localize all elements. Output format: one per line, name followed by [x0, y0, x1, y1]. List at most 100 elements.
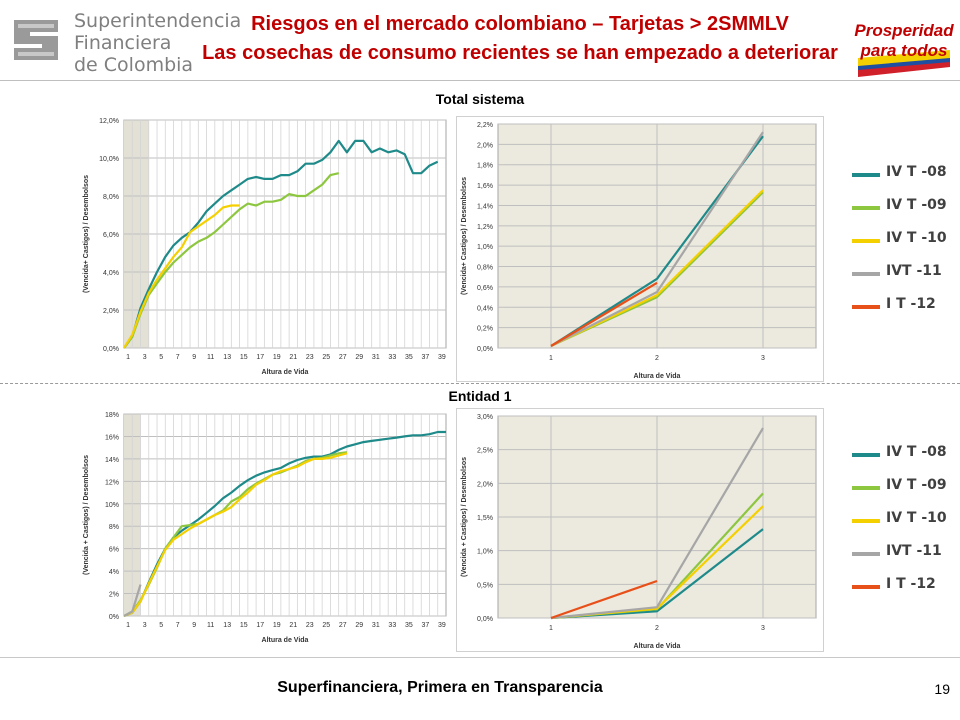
y-axis-label: (Vencida+ Castigos) / Desembolsos [83, 175, 90, 293]
chart-entidad-long: 0%2%4%6%8%10%12%14%16%18%1 3 5 7 9 11 13 15 17 19… [83, 412, 447, 644]
y-tick-label: 2% [109, 592, 119, 599]
section-title-entidad: Entidad 1 [448, 388, 512, 404]
prosperidad-line-2: para todos [860, 41, 948, 60]
y-tick-label: 0% [109, 614, 119, 621]
y-tick-label: 4,0% [103, 270, 119, 277]
x-tick-label: 9 [192, 354, 196, 361]
legend-swatch [852, 206, 880, 210]
y-tick-label: 0,0% [103, 346, 119, 353]
footer-text: Superfinanciera, Primera en Transparenci… [277, 679, 603, 696]
legend-bottom: IV T -08 IV T -09 IV T -10 IVT -11 I T -12 [852, 444, 956, 604]
x-tick-label: 27 [339, 622, 347, 629]
series-line-iv-t-08 [123, 430, 446, 618]
footer-rule [0, 657, 960, 658]
x-tick-label: 21 [289, 622, 297, 629]
legend-swatch [852, 239, 880, 243]
y-tick-label: 1,4% [477, 203, 493, 210]
series-line-ivt-11 [550, 427, 764, 620]
y-tick-label: 0,8% [477, 265, 493, 272]
logo-line-1: Superintendencia [74, 10, 242, 32]
legend-label: IV T -09 [886, 197, 947, 213]
superintendencia-logo: Superintendencia Financiera de Colombia [8, 8, 241, 76]
x-tick-label: 15 [240, 622, 248, 629]
x-tick-label: 1 [549, 625, 553, 632]
y-tick-label: 12% [105, 479, 119, 486]
x-tick-label: 3 [761, 625, 765, 632]
slide-title-line-2: Las cosechas de consumo recientes se han… [202, 42, 838, 64]
y-tick-label: 10% [105, 502, 119, 509]
x-tick-label: 5 [159, 354, 163, 361]
y-tick-label: 10,0% [99, 156, 119, 163]
x-tick-label: 23 [306, 622, 314, 629]
y-tick-label: 0,2% [477, 326, 493, 333]
x-tick-label: 35 [405, 622, 413, 629]
x-tick-label: 17 [256, 354, 264, 361]
y-tick-label: 1,8% [477, 163, 493, 170]
legend-swatch [852, 486, 880, 490]
series-line-iv-t-09 [123, 172, 339, 349]
x-tick-label: 17 [256, 622, 264, 629]
y-tick-label: 1,0% [477, 549, 493, 556]
x-tick-label: 19 [273, 622, 281, 629]
y-tick-label: 14% [105, 457, 119, 464]
x-tick-label: 11 [207, 354, 214, 361]
x-axis-label: Altura de Vida [262, 369, 309, 376]
y-tick-label: 18% [105, 412, 119, 419]
x-tick-label: 1 [126, 354, 130, 361]
x-axis-label: Altura de Vida [262, 637, 309, 644]
y-tick-label: 1,0% [477, 244, 493, 251]
legend-label: IVT -11 [886, 263, 942, 279]
x-tick-label: 31 [372, 354, 380, 361]
legend-label: IV T -10 [886, 510, 947, 526]
y-tick-label: 6% [109, 547, 119, 554]
x-tick-label: 21 [289, 354, 297, 361]
y-tick-label: 2,0% [477, 481, 493, 488]
superintendencia-emblem-icon [8, 12, 64, 68]
x-tick-label: 3 [143, 354, 147, 361]
y-tick-label: 0,0% [477, 346, 493, 353]
x-tick-label: 7 [176, 354, 180, 361]
x-axis-label: Altura de Vida [634, 373, 681, 380]
x-tick-label: 23 [306, 354, 314, 361]
y-tick-label: 2,2% [477, 122, 493, 129]
x-tick-label: 13 [223, 622, 231, 629]
x-tick-label: 2 [655, 625, 659, 632]
logo-line-3: de Colombia [74, 54, 194, 76]
y-tick-label: 4% [109, 569, 119, 576]
y-tick-label: 2,0% [477, 142, 493, 149]
y-tick-label: 6,0% [103, 232, 119, 239]
superintendencia-logo-text: Superintendencia Financiera de Colombia [74, 10, 241, 76]
x-tick-label: 15 [240, 354, 248, 361]
legend-swatch [852, 552, 880, 556]
y-tick-label: 0,4% [477, 305, 493, 312]
chart-entidad-short: 0,0% 0,5% 1,0% 1,5% 2,0% 2,5% 3,0% 1 2 3 Altura de… [456, 408, 824, 652]
y-tick-label: 0,6% [477, 285, 493, 292]
x-tick-label: 37 [421, 354, 429, 361]
x-tick-label: 1 [549, 355, 553, 362]
x-tick-label: 19 [273, 354, 281, 361]
y-axis-label: (Vencida+ Castigos) / Desembolsos [461, 177, 468, 295]
y-tick-label: 2,5% [477, 448, 493, 455]
x-tick-label: 39 [438, 354, 446, 361]
legend-label: IV T -08 [886, 444, 947, 460]
x-tick-label: 3 [761, 355, 765, 362]
x-tick-label: 31 [372, 622, 380, 629]
x-tick-label: 5 [159, 622, 163, 629]
chart-total-short: 0,0% 0,2% 0,4% 0,6% 0,8% 1,0% 1,2% 1,4% 1,6% 1,8%… [456, 116, 824, 382]
prosperidad-line-1: Prosperidad [854, 21, 954, 40]
header-rule [0, 80, 960, 81]
x-tick-label: 29 [355, 622, 363, 629]
x-tick-label: 35 [405, 354, 413, 361]
x-tick-label: 39 [438, 622, 446, 629]
x-tick-label: 27 [339, 354, 347, 361]
chart-total-long: 0,0%2,0%4,0%6,0%8,0%10,0%12,0%1 3 5 7 9 11 13 1… [83, 118, 447, 376]
y-tick-label: 16% [105, 434, 119, 441]
x-tick-label: 29 [355, 354, 363, 361]
y-tick-label: 1,5% [477, 515, 493, 522]
legend-swatch [852, 173, 880, 177]
section-divider [0, 383, 960, 384]
legend-swatch [852, 519, 880, 523]
x-tick-label: 7 [176, 622, 180, 629]
x-tick-label: 33 [388, 354, 396, 361]
y-tick-label: 0,5% [477, 582, 493, 589]
